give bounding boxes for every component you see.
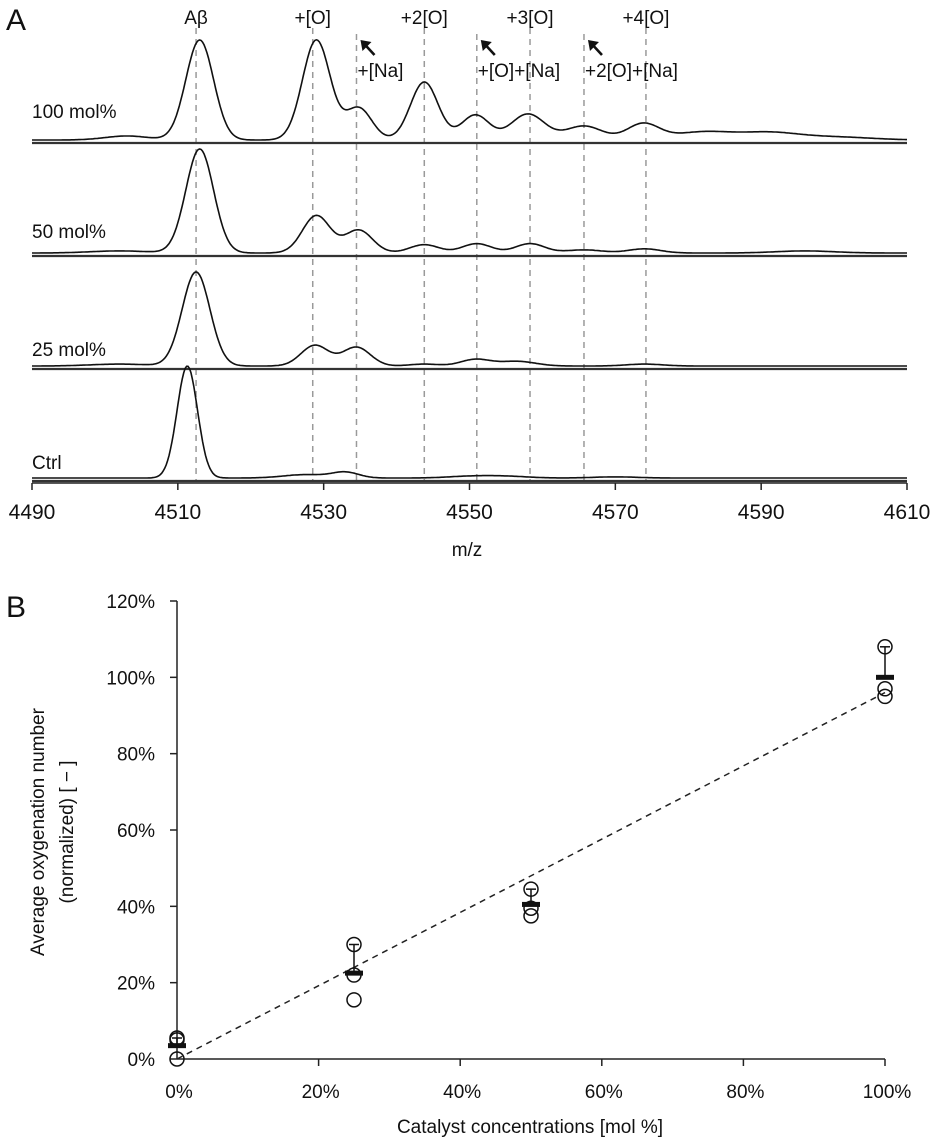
panel-a-letter: A: [6, 4, 26, 37]
peak-label: +2[O]: [401, 8, 448, 29]
replicate-point: [523, 908, 539, 924]
mean-marker: [345, 970, 363, 976]
trace-label: Ctrl: [32, 453, 62, 474]
data-points: [168, 639, 894, 1067]
peak-label: +4[O]: [622, 8, 669, 29]
x-axis-title: Catalyst concentrations [mol %]: [397, 1117, 663, 1138]
data-group: [345, 936, 363, 1008]
y-axis-title-line1: Average oxygenation number: [28, 707, 49, 956]
trace-label: 25 mol%: [32, 340, 106, 361]
panel-b-scatter: B 0% 20% 40% 60% 80% 100% 120% 0% 20% 40% 60% 80% 1…: [6, 591, 911, 1138]
y-tick-label: 40%: [117, 897, 155, 918]
replicate-point: [877, 688, 893, 705]
x-tick-label: 40%: [443, 1082, 481, 1103]
x-tick-label: 4490: [9, 501, 56, 524]
arrow-head: [587, 40, 599, 51]
x-axis: 0% 20% 40% 60% 80% 100%: [165, 1058, 912, 1103]
arrow-icon: [360, 40, 376, 56]
x-tick-label: 100%: [863, 1082, 912, 1103]
x-tick-label: 4550: [446, 501, 493, 524]
y-tick-label: 0%: [128, 1050, 156, 1071]
peak-label: +3[O]: [507, 8, 554, 29]
y-tick-label: 60%: [117, 821, 155, 842]
trace-label: 100 mol%: [32, 102, 117, 123]
x-axis-title: m/z: [452, 540, 483, 561]
reference-lines: [195, 28, 647, 482]
trace-line: [32, 148, 907, 254]
arrow-icon: [480, 40, 496, 56]
mean-marker: [168, 1043, 186, 1049]
replicate-point: [877, 639, 893, 655]
mean-marker: [876, 674, 894, 680]
data-group: [168, 1030, 186, 1067]
spectra-traces: 100 mol% 50 mol% 25 mol% Ctrl: [32, 38, 907, 483]
trace-line: [32, 271, 907, 367]
x-tick-label: 4610: [884, 501, 931, 524]
peak-label: Aβ: [184, 8, 208, 29]
fit-line-dashed: [176, 691, 886, 1060]
x-tick-label: 20%: [302, 1082, 340, 1103]
y-tick-label: 100%: [106, 668, 155, 689]
replicate-point: [877, 681, 893, 697]
x-tick-label: 80%: [726, 1082, 764, 1103]
arrow-head: [360, 40, 372, 51]
peak-label: +[O]: [295, 8, 331, 29]
x-tick-label: 4510: [154, 501, 201, 524]
arrow-head: [480, 40, 492, 51]
y-axis: 0% 20% 40% 60% 80% 100% 120%: [106, 592, 178, 1071]
data-group: [522, 881, 540, 924]
peak-label: +2[O]+[Na]: [585, 61, 678, 82]
reference-line-labels: Aβ +[O]+[Na]+2[O]+[O]+[Na]+3[O]+2[O]+[Na]…: [184, 8, 678, 82]
y-tick-label: 120%: [106, 592, 155, 613]
replicate-point: [169, 1051, 185, 1067]
replicate-point: [346, 936, 362, 953]
peak-label: +[O]+[Na]: [478, 61, 560, 82]
x-tick-label: 0%: [165, 1082, 193, 1103]
trace-line: [32, 38, 907, 141]
y-tick-label: 20%: [117, 974, 155, 995]
x-tick-label: 4530: [300, 501, 347, 524]
x-tick-label: 4570: [592, 501, 639, 524]
trace-line: [32, 365, 907, 479]
panel-b-letter: B: [6, 591, 26, 624]
x-tick-label: 4590: [738, 501, 785, 524]
trace-label: 50 mol%: [32, 222, 106, 243]
fit-line: [176, 691, 886, 1060]
data-group: [876, 639, 894, 705]
replicate-point: [523, 881, 539, 897]
replicate-point: [346, 992, 362, 1008]
replicate-point: [523, 900, 539, 916]
peak-label: +[Na]: [357, 61, 403, 82]
y-tick-label: 80%: [117, 745, 155, 766]
arrow-icon: [587, 40, 603, 56]
x-axis: 4490 4510 4530 4550 4570 4590 4610: [9, 482, 931, 524]
panel-a-mass-spectra: A Aβ +[O]+[Na]+2[O]+[O]+[Na]+3[O]+2[O]+[N…: [6, 4, 930, 561]
y-axis-title-line2: (normalized) [ − ]: [57, 760, 78, 903]
mean-marker: [522, 901, 540, 907]
x-tick-label: 60%: [585, 1082, 623, 1103]
